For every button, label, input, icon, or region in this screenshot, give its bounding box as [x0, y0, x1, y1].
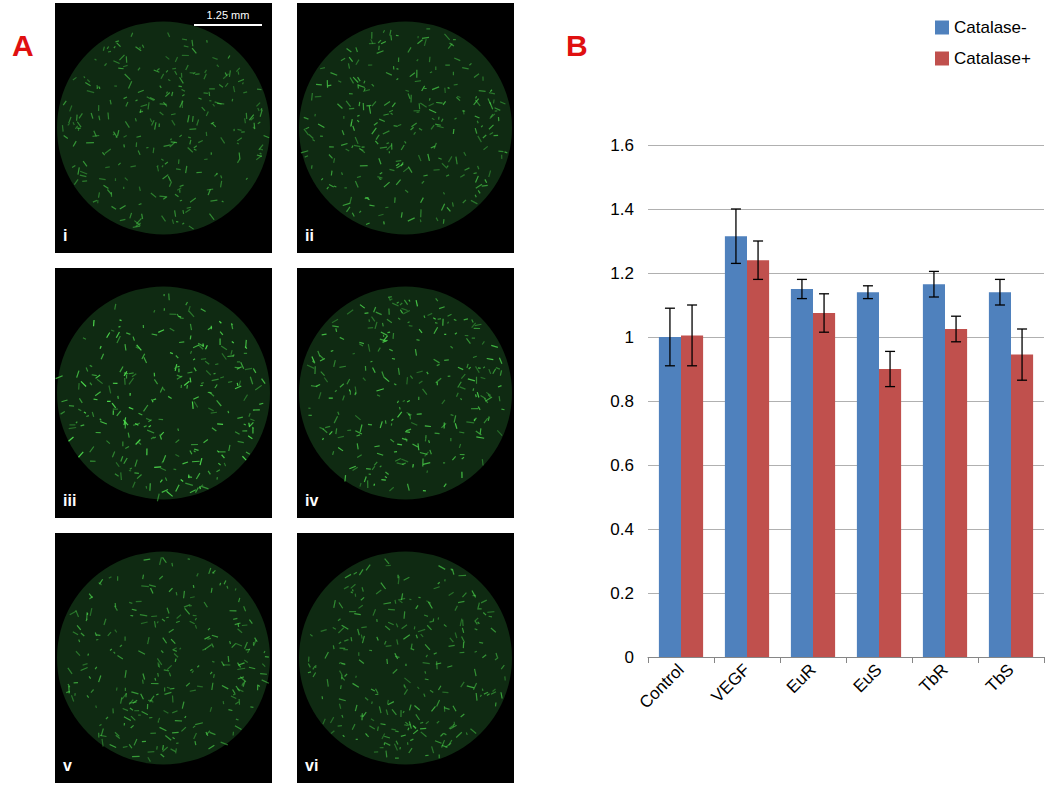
- svg-text:1.6: 1.6: [610, 136, 634, 155]
- svg-text:TbS: TbS: [982, 660, 1017, 695]
- svg-text:0.2: 0.2: [610, 584, 634, 603]
- svg-text:Catalase-: Catalase-: [954, 18, 1027, 37]
- svg-text:0: 0: [625, 648, 634, 667]
- svg-text:1.2: 1.2: [610, 264, 634, 283]
- svg-text:1.4: 1.4: [610, 200, 634, 219]
- svg-text:vi: vi: [305, 757, 318, 774]
- svg-text:B: B: [566, 29, 588, 62]
- svg-text:Catalase+: Catalase+: [954, 49, 1031, 68]
- svg-text:1.25 mm: 1.25 mm: [207, 9, 250, 21]
- svg-text:i: i: [63, 227, 67, 244]
- svg-text:v: v: [63, 757, 72, 774]
- svg-text:0.4: 0.4: [610, 520, 634, 539]
- svg-text:Control: Control: [636, 660, 688, 712]
- svg-text:A: A: [12, 29, 34, 62]
- svg-text:TbR: TbR: [916, 660, 952, 696]
- svg-text:ii: ii: [305, 227, 314, 244]
- svg-text:EuR: EuR: [783, 660, 820, 697]
- svg-text:0.6: 0.6: [610, 456, 634, 475]
- svg-text:EuS: EuS: [850, 660, 886, 696]
- svg-text:iv: iv: [305, 492, 318, 509]
- svg-text:0.8: 0.8: [610, 392, 634, 411]
- svg-text:iii: iii: [63, 492, 76, 509]
- svg-text:VEGF: VEGF: [708, 660, 754, 706]
- svg-text:1: 1: [625, 328, 634, 347]
